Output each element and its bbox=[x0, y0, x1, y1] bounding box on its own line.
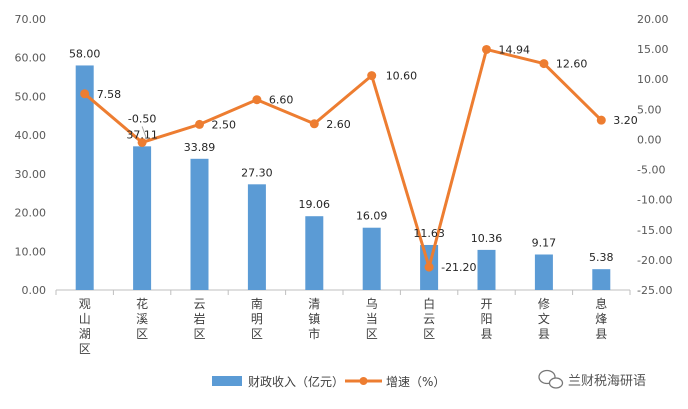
revenue-bar bbox=[534, 254, 553, 290]
growth-value-label: 12.60 bbox=[556, 58, 588, 71]
growth-point bbox=[482, 44, 491, 54]
y-right-tick-label: -5.00 bbox=[637, 164, 665, 177]
y-right-tick-label: -25.00 bbox=[637, 284, 672, 297]
y-right-tick-label: -20.00 bbox=[637, 254, 672, 267]
revenue-value-label: 10.36 bbox=[471, 232, 503, 245]
wechat-icon bbox=[538, 369, 564, 389]
watermark: 兰财税海研语 bbox=[538, 369, 646, 389]
revenue-bar bbox=[592, 269, 611, 290]
axes: 0.00 10.00 20.00 30.00 40.00 50.00 60.00 70.00 -… bbox=[15, 13, 673, 356]
legend-label-revenue: 财政收入（亿元） bbox=[248, 374, 344, 389]
growth-value-label: 6.60 bbox=[269, 94, 294, 107]
revenue-bar bbox=[477, 249, 496, 290]
legend-label-growth: 增速（%） bbox=[386, 375, 445, 389]
x-category-label: 观山湖区 bbox=[79, 297, 91, 356]
y-left-tick-label: 50.00 bbox=[15, 90, 47, 103]
growth-line-path bbox=[83, 47, 603, 269]
growth-point bbox=[80, 89, 90, 99]
y-right-tick-label: -10.00 bbox=[637, 194, 672, 207]
revenue-value-label: 58.00 bbox=[69, 47, 101, 60]
revenue-bar bbox=[75, 65, 94, 290]
revenue-value-label: 11.63 bbox=[413, 227, 445, 240]
revenue-value-label: 16.09 bbox=[356, 210, 388, 223]
x-category-label: 清镇市 bbox=[308, 297, 320, 341]
growth-value-label: -0.50 bbox=[128, 112, 156, 125]
y-right-tick-label: 5.00 bbox=[637, 103, 662, 116]
watermark-text: 兰财税海研语 bbox=[568, 374, 646, 389]
x-category-label: 乌当区 bbox=[366, 296, 378, 341]
growth-point bbox=[539, 59, 549, 69]
revenue-bar bbox=[305, 216, 324, 290]
revenue-value-label: 33.89 bbox=[184, 141, 216, 154]
data-labels: 58.00 37.11 33.89 27.30 19.06 16.09 11.63 10.36… bbox=[69, 43, 638, 274]
y-left-tick-label: 60.00 bbox=[15, 52, 47, 65]
y-left-tick-label: 70.00 bbox=[15, 13, 47, 26]
growth-line bbox=[80, 44, 606, 272]
revenue-bar bbox=[190, 158, 209, 290]
y-right-tick-label: 10.00 bbox=[637, 73, 669, 86]
revenue-value-label: 27.30 bbox=[241, 166, 273, 179]
growth-value-label: 2.60 bbox=[326, 118, 351, 131]
y-left-tick-label: 20.00 bbox=[15, 207, 47, 220]
growth-value-label: 3.20 bbox=[613, 114, 638, 127]
growth-point bbox=[596, 115, 606, 125]
x-category-label: 南明区 bbox=[251, 296, 263, 341]
bars bbox=[75, 65, 611, 290]
growth-point bbox=[137, 137, 147, 147]
y-left-tick-label: 40.00 bbox=[15, 129, 47, 142]
growth-value-label: 14.94 bbox=[499, 43, 531, 56]
revenue-bar bbox=[247, 184, 266, 290]
revenue-bar bbox=[362, 227, 381, 290]
x-category-label: 白云区 bbox=[423, 296, 435, 341]
revenue-value-label: 19.06 bbox=[299, 198, 331, 211]
y-left-tick-label: 10.00 bbox=[15, 245, 47, 258]
revenue-value-label: 5.38 bbox=[589, 251, 614, 264]
revenue-value-label: 9.17 bbox=[532, 236, 557, 249]
growth-point bbox=[309, 119, 319, 129]
growth-value-label: 7.58 bbox=[97, 88, 122, 101]
legend: 财政收入（亿元） 增速（%） bbox=[212, 374, 445, 389]
growth-point bbox=[424, 262, 434, 272]
growth-point bbox=[195, 119, 204, 129]
y-right-tick-label: 20.00 bbox=[637, 13, 669, 26]
x-category-label: 开阳县 bbox=[480, 297, 492, 341]
revenue-value-label: 37.11 bbox=[126, 128, 158, 141]
growth-value-label: -21.20 bbox=[441, 261, 476, 274]
legend-swatch-revenue bbox=[212, 376, 242, 386]
growth-label-leader bbox=[141, 126, 147, 138]
growth-value-label: 2.50 bbox=[212, 118, 237, 131]
growth-value-label: 10.60 bbox=[386, 70, 418, 83]
y-right-tick-label: 0.00 bbox=[637, 133, 662, 146]
legend-swatch-growth-marker bbox=[359, 377, 368, 385]
x-category-label: 花溪区 bbox=[136, 296, 148, 341]
y-left-tick-label: 0.00 bbox=[22, 284, 47, 297]
x-category-label: 息烽县 bbox=[595, 296, 607, 341]
growth-point bbox=[252, 95, 262, 105]
x-category-label: 修文县 bbox=[538, 296, 550, 341]
y-left-tick-label: 30.00 bbox=[15, 168, 47, 181]
y-right-tick-label: -15.00 bbox=[637, 224, 672, 237]
growth-point bbox=[367, 71, 377, 81]
revenue-bar bbox=[133, 146, 152, 290]
y-right-tick-label: 15.00 bbox=[637, 43, 669, 56]
x-category-label: 云岩区 bbox=[193, 297, 205, 341]
